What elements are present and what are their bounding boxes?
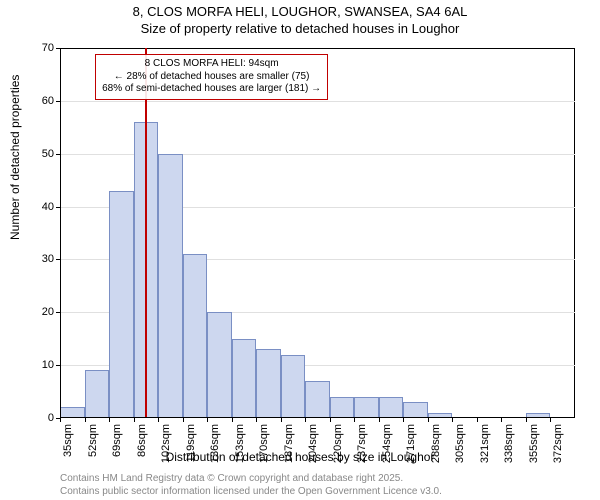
x-tick-mark xyxy=(85,418,86,422)
x-tick-mark xyxy=(501,418,502,422)
x-axis-label: Distribution of detached houses by size … xyxy=(0,450,600,464)
histogram-bar xyxy=(281,355,306,418)
histogram-bar xyxy=(305,381,330,418)
x-tick-mark xyxy=(477,418,478,422)
x-tick-mark xyxy=(305,418,306,422)
title-line-2: Size of property relative to detached ho… xyxy=(0,21,600,38)
x-tick-mark xyxy=(403,418,404,422)
bars-group xyxy=(60,48,575,418)
x-tick-mark xyxy=(526,418,527,422)
y-tick-label: 30 xyxy=(42,253,54,265)
footer-line-2: Contains public sector information licen… xyxy=(60,485,442,498)
y-axis-line xyxy=(60,48,61,418)
footer-attribution: Contains HM Land Registry data © Crown c… xyxy=(60,472,442,498)
histogram-bar xyxy=(85,370,110,418)
histogram-bar xyxy=(403,402,428,418)
x-tick-mark xyxy=(158,418,159,422)
histogram-chart: 8, CLOS MORFA HELI, LOUGHOR, SWANSEA, SA… xyxy=(0,0,600,500)
x-tick-mark xyxy=(232,418,233,422)
y-axis-label: Number of detached properties xyxy=(8,75,22,240)
x-tick-mark xyxy=(354,418,355,422)
y-tick-label: 20 xyxy=(42,306,54,318)
y-tick-label: 50 xyxy=(42,148,54,160)
reference-marker-line xyxy=(145,48,147,418)
annotation-box: 8 CLOS MORFA HELI: 94sqm ← 28% of detach… xyxy=(95,54,328,100)
plot-area: 010203040506070 8 CLOS MORFA HELI: 94sqm… xyxy=(60,48,575,418)
x-tick-mark xyxy=(134,418,135,422)
y-tick-label: 70 xyxy=(42,42,54,54)
x-tick-mark xyxy=(428,418,429,422)
y-tick-label: 40 xyxy=(42,201,54,213)
annotation-line-1: 8 CLOS MORFA HELI: 94sqm xyxy=(102,58,321,71)
x-tick-mark xyxy=(452,418,453,422)
x-tick-mark xyxy=(330,418,331,422)
y-tick-label: 60 xyxy=(42,95,54,107)
histogram-bar xyxy=(109,191,134,418)
x-tick-mark xyxy=(183,418,184,422)
footer-line-1: Contains HM Land Registry data © Crown c… xyxy=(60,472,442,485)
x-tick-mark xyxy=(379,418,380,422)
x-tick-mark xyxy=(550,418,551,422)
annotation-line-2: ← 28% of detached houses are smaller (75… xyxy=(102,71,321,84)
x-tick-mark xyxy=(109,418,110,422)
histogram-bar xyxy=(207,312,232,418)
histogram-bar xyxy=(379,397,404,418)
x-tick-mark xyxy=(207,418,208,422)
histogram-bar xyxy=(158,154,183,418)
histogram-bar xyxy=(256,349,281,418)
histogram-bar xyxy=(330,397,355,418)
histogram-bar xyxy=(354,397,379,418)
annotation-line-3: 68% of semi-detached houses are larger (… xyxy=(102,83,321,96)
x-tick-mark xyxy=(256,418,257,422)
x-axis-line xyxy=(60,417,575,418)
y-tick-label: 10 xyxy=(42,359,54,371)
x-tick-mark xyxy=(281,418,282,422)
chart-title: 8, CLOS MORFA HELI, LOUGHOR, SWANSEA, SA… xyxy=(0,0,600,38)
histogram-bar xyxy=(232,339,257,418)
x-tick-mark xyxy=(60,418,61,422)
y-tick-label: 0 xyxy=(48,412,54,424)
title-line-1: 8, CLOS MORFA HELI, LOUGHOR, SWANSEA, SA… xyxy=(0,4,600,21)
histogram-bar xyxy=(183,254,208,418)
